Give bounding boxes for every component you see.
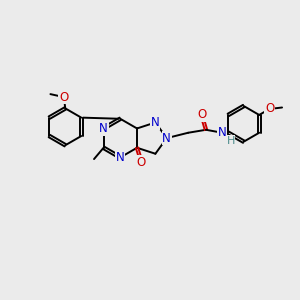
Text: H: H: [226, 136, 235, 146]
Text: N: N: [162, 132, 171, 145]
Text: N: N: [116, 151, 125, 164]
Text: N: N: [99, 122, 108, 135]
Text: O: O: [265, 103, 274, 116]
Text: N: N: [151, 116, 160, 129]
Text: O: O: [59, 91, 68, 103]
Text: O: O: [197, 108, 206, 121]
Text: O: O: [137, 155, 146, 169]
Text: N: N: [218, 126, 227, 139]
